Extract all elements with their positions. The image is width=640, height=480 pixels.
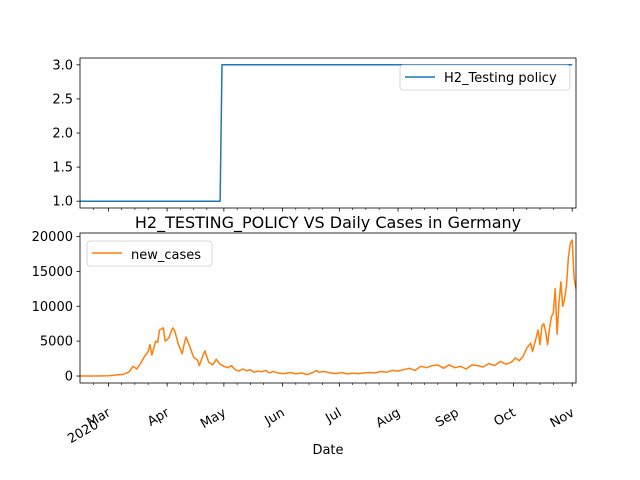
top-y-tick-label: 2.0: [52, 127, 73, 142]
bottom-y-tick-label: 15000: [32, 265, 73, 280]
x-tick-label: Nov: [548, 405, 578, 431]
x-tick-label: Jun: [262, 405, 288, 429]
bottom-series-line: [80, 239, 577, 377]
top-legend-label: H2_Testing policy: [444, 71, 557, 86]
bottom-series-layer: [80, 239, 577, 377]
top-y-tick-label: 3.0: [52, 58, 73, 73]
bottom-subplot: H2_TESTING_POLICY VS Daily Cases in Germ…: [32, 213, 578, 458]
bottom-y-tick-label: 10000: [32, 300, 73, 315]
top-series-layer: [80, 64, 573, 202]
bottom-y-axis-ticks: 0 5000 10000 15000 20000: [32, 230, 80, 385]
bottom-y-tick-label: 20000: [32, 230, 73, 245]
bottom-legend-label: new_cases: [131, 248, 201, 263]
top-y-tick-label: 2.5: [52, 92, 73, 107]
bottom-legend: new_cases: [86, 240, 213, 267]
top-legend: H2_Testing policy: [399, 64, 571, 91]
bottom-legend-box: [86, 240, 213, 267]
top-subplot: 1.0 1.5 2.0 2.5 3.0 H2_Testing policy: [52, 57, 577, 212]
top-legend-box: [399, 64, 571, 91]
x-tick-label: Sep: [433, 405, 462, 430]
bottom-plot-frame: [79, 232, 577, 384]
bottom-y-tick-label: 5000: [40, 335, 73, 350]
bottom-chart-title: H2_TESTING_POLICY VS Daily Cases in Germ…: [135, 213, 521, 233]
x-tick-label: May: [198, 405, 229, 432]
bottom-y-tick-label: 0: [65, 370, 73, 385]
top-y-axis-ticks: 1.0 1.5 2.0 2.5 3.0: [52, 58, 80, 210]
top-plot-frame: [79, 57, 577, 209]
x-axis-label: Date: [312, 443, 343, 458]
top-y-tick-label: 1.0: [52, 195, 73, 210]
x-tick-label: 2020: [65, 417, 101, 447]
x-tick-label: Apr: [145, 405, 173, 430]
x-tick-label: Jul: [322, 405, 344, 426]
x-tick-label: Aug: [374, 405, 403, 431]
top-y-tick-label: 1.5: [52, 161, 73, 176]
x-tick-label: Oct: [492, 405, 519, 429]
top-x-axis-ticks: [92, 208, 573, 212]
top-series-line: [80, 64, 573, 202]
